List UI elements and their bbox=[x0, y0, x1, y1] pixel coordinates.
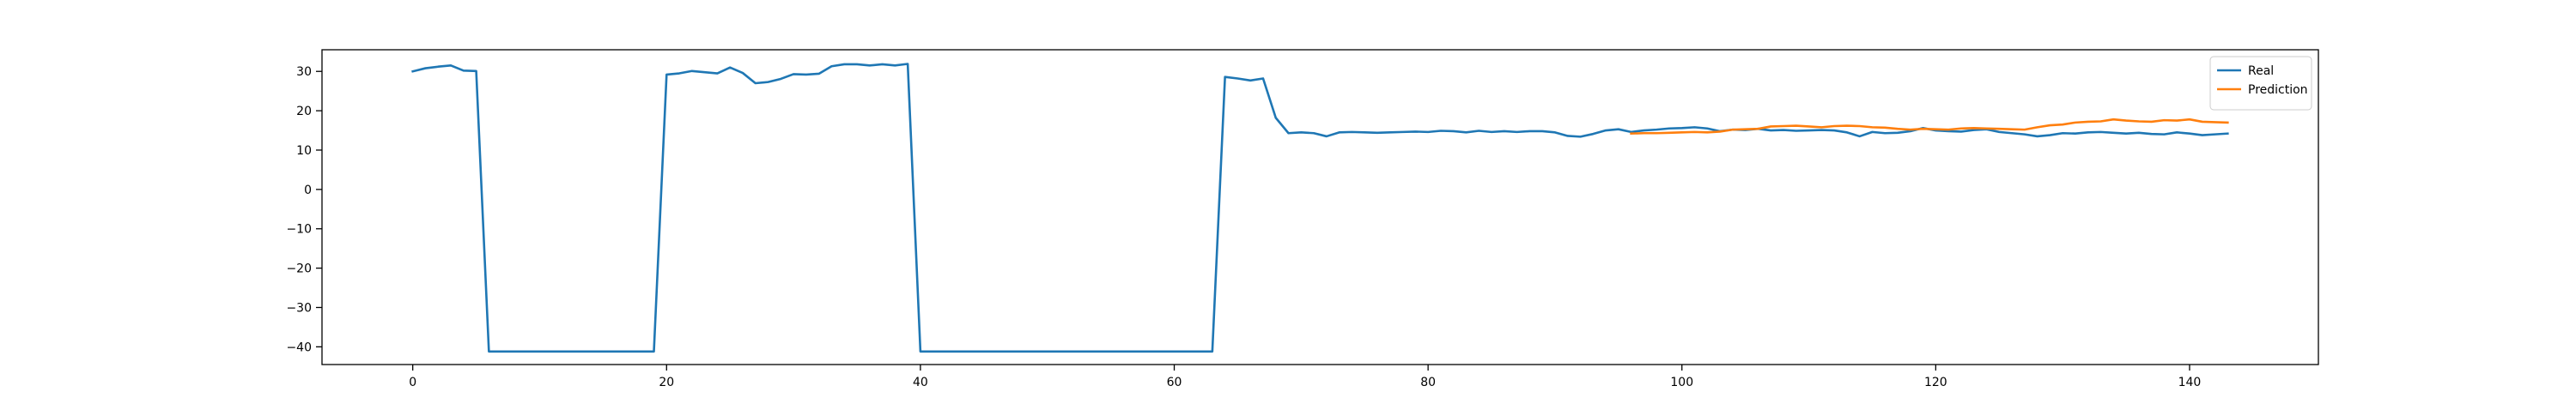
y-tick-label: −20 bbox=[286, 262, 312, 276]
series-line-prediction bbox=[1630, 118, 2229, 136]
series-line-real bbox=[411, 63, 2229, 353]
x-tick-label: 140 bbox=[2178, 376, 2202, 389]
x-tick-label: 120 bbox=[1924, 376, 1947, 389]
x-tick-label: 100 bbox=[1670, 376, 1693, 389]
x-tick-label: 80 bbox=[1420, 376, 1436, 389]
legend-label: Prediction bbox=[2248, 83, 2308, 97]
x-tick-label: 60 bbox=[1167, 376, 1182, 389]
y-tick-label: 0 bbox=[304, 184, 312, 197]
x-tick-label: 0 bbox=[409, 376, 416, 389]
y-tick-label: 30 bbox=[296, 65, 312, 79]
y-tick-label: 10 bbox=[296, 144, 312, 158]
plot-frame bbox=[321, 49, 2319, 365]
x-tick-label: 40 bbox=[913, 376, 928, 389]
y-tick-label: −10 bbox=[286, 223, 312, 237]
legend-label: Real bbox=[2248, 64, 2274, 78]
y-tick-label: 20 bbox=[296, 105, 312, 118]
y-tick-label: −30 bbox=[286, 301, 312, 315]
y-tick-label: −40 bbox=[286, 341, 312, 354]
x-tick-label: 20 bbox=[659, 376, 674, 389]
